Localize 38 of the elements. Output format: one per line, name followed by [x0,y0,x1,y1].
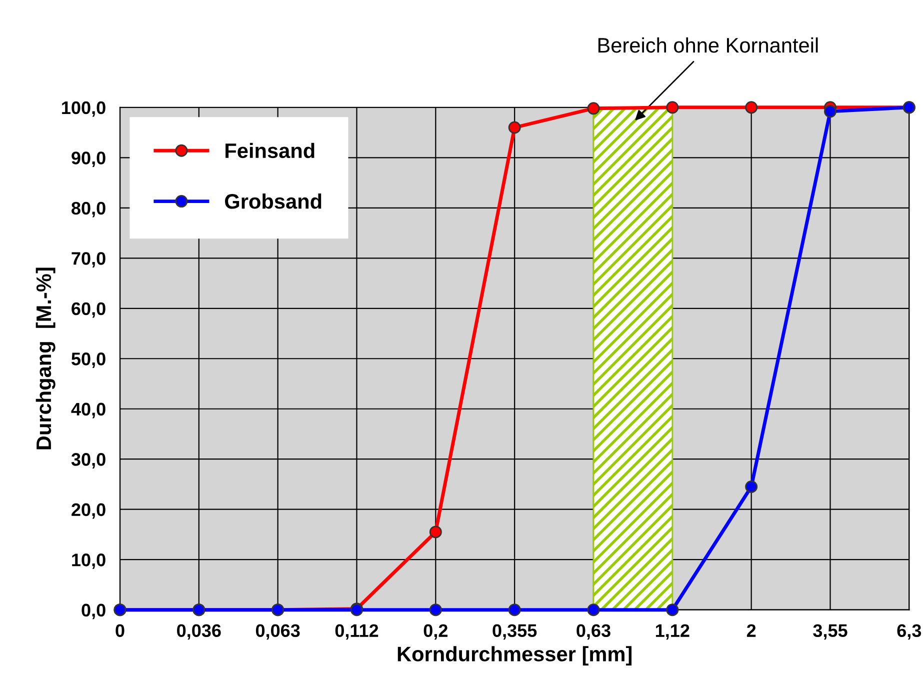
y-tick-label: 40,0 [71,402,106,418]
x-tick-label: 3,55 [813,624,848,640]
point [429,526,442,538]
x-tick-label: 0,355 [492,624,537,640]
x-axis-title: Korndurchmesser [mm] [398,646,632,666]
y-tick-label: 60,0 [72,302,106,318]
point [824,105,836,118]
band-label: Bereich ohne Kornanteil [598,37,818,53]
legend-label: Feinsand [226,142,314,158]
point [587,604,600,616]
y-tick-label: 80,0 [72,202,106,218]
y-tick-label: 0,0 [82,604,106,620]
y-axis-title: Durchgang [M.-%] [36,268,56,450]
x-tick-label: 0,63 [576,624,610,640]
y-tick-label: 100,0 [62,101,106,117]
y-tick-label: 50,0 [72,352,106,368]
legend-label: Grobsand [225,194,322,209]
point [508,121,521,134]
x-tick-label: 0,2 [424,624,448,640]
point [508,604,521,616]
y-tick-label: 90,0 [72,152,106,167]
x-tick-label: 0,036 [177,624,221,640]
point [745,101,758,114]
point [587,102,600,115]
point [745,480,758,493]
y-tick-label: 30,0 [71,453,106,468]
point [429,604,442,616]
point [666,101,679,114]
y-tick-label: 70,0 [72,252,106,268]
x-tick-label: 1,12 [656,624,690,640]
x-tick-label: 0,063 [256,624,300,640]
x-tick-label: 2 [746,624,756,637]
point [666,604,679,616]
y-tick-label: 10,0 [72,554,106,569]
x-tick-label: 0 [116,624,124,637]
x-tick-label: 6,3 [897,624,922,640]
y-tick-label: 20,0 [72,503,106,519]
x-tick-label: 0,112 [335,624,378,640]
